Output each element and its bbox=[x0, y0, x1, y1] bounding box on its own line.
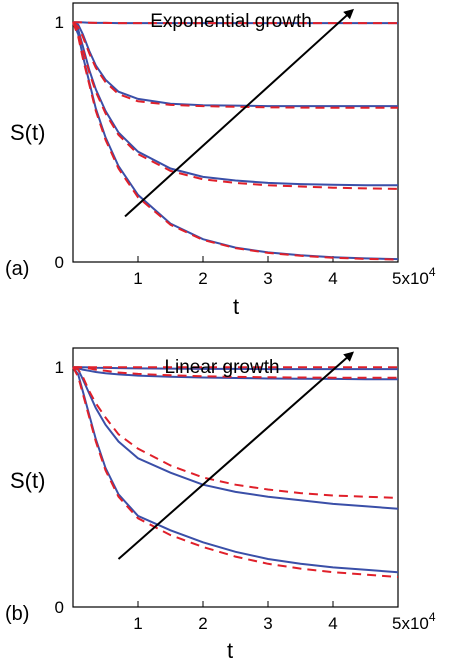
y-tick-label: 1 bbox=[55, 13, 64, 32]
dashed-series-line bbox=[72, 21, 399, 190]
solid-series-line bbox=[72, 21, 398, 108]
dashed-series-line bbox=[72, 366, 399, 499]
dashed-series-line bbox=[72, 21, 399, 261]
x-tick-label: 3 bbox=[263, 269, 272, 288]
solid-series-line bbox=[72, 21, 398, 187]
x-tick-label: 1 bbox=[133, 614, 142, 633]
x-tick-label: 3 bbox=[263, 614, 272, 633]
annotation-text: Linear growth bbox=[164, 357, 279, 378]
x-tick-label: 2 bbox=[198, 614, 207, 633]
solid-series-line bbox=[72, 21, 399, 261]
x-exponent: 4 bbox=[429, 265, 436, 279]
dashed-series-line bbox=[73, 21, 398, 25]
dashed-series-line bbox=[72, 366, 399, 578]
plot-frame bbox=[72, 2, 399, 263]
x-axis-label: t bbox=[227, 638, 233, 662]
y-axis-label: S(t) bbox=[10, 120, 45, 145]
x-tick-label: 5x104 bbox=[392, 265, 436, 288]
dashed-series-line bbox=[73, 366, 398, 379]
x-tick-label: 2 bbox=[198, 269, 207, 288]
plot-frame bbox=[72, 347, 399, 608]
x-axis-label: t bbox=[233, 294, 239, 319]
solid-series-line bbox=[73, 366, 398, 371]
x-tick-label: 1 bbox=[133, 269, 142, 288]
y-axis-label: S(t) bbox=[10, 468, 45, 493]
x-tick-label: 5x104 bbox=[392, 610, 436, 633]
series-b bbox=[72, 366, 399, 578]
annotation-text: Exponential growth bbox=[150, 11, 312, 32]
solid-series-line bbox=[72, 366, 398, 381]
solid-series-line bbox=[72, 366, 399, 510]
y-tick-label: 0 bbox=[55, 598, 64, 617]
x-tick-label: 4 bbox=[328, 614, 337, 633]
x-tick-label: 4 bbox=[328, 269, 337, 288]
panel-label: (a) bbox=[5, 258, 29, 280]
panel-label: (b) bbox=[5, 603, 29, 625]
series-a bbox=[72, 21, 399, 261]
y-tick-label: 0 bbox=[55, 253, 64, 272]
solid-series-line bbox=[72, 366, 399, 574]
y-tick-label: 1 bbox=[55, 358, 64, 377]
trend-arrow bbox=[124, 8, 354, 218]
trend-arrow bbox=[117, 351, 355, 560]
x-exponent: 4 bbox=[429, 610, 436, 624]
dashed-series-line bbox=[72, 21, 398, 109]
